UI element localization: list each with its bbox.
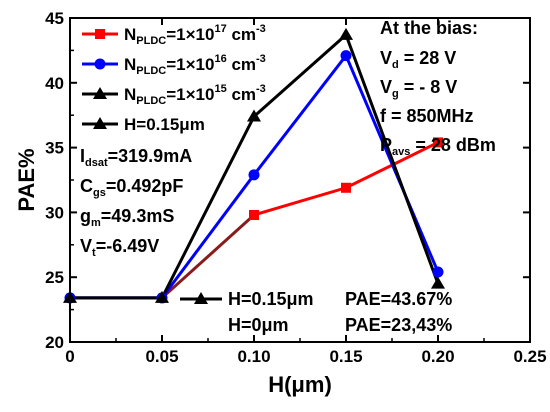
- x-tick-label: 0: [65, 347, 74, 366]
- bias-line: f = 850MHz: [380, 106, 474, 126]
- param-line: gm=49.3mS: [80, 206, 174, 229]
- series-1-point: [432, 266, 444, 278]
- bias-line: Pavs = 28 dBm: [380, 135, 496, 158]
- series-0-point: [249, 209, 259, 220]
- y-tick-label: 40: [45, 74, 64, 93]
- series-2-point: [247, 109, 261, 122]
- y-tick-label: 25: [45, 268, 64, 287]
- y-tick-label: 20: [45, 333, 64, 352]
- legend-label-2: NPLDC=1×1015 cm-3: [124, 83, 266, 107]
- y-tick-label: 45: [45, 9, 64, 28]
- series-0-point: [341, 182, 351, 193]
- series-line-2: [70, 32, 440, 300]
- param-line: Vt=-6.49V: [80, 236, 159, 259]
- x-axis-title: H(μm): [268, 372, 332, 397]
- bias-conditions: At the bias: Vd = 28 V Vg = - 8 V f = 850MH…: [380, 18, 496, 158]
- legend: NPLDC=1×1017 cm-3 NPLDC=1×1016 cm-3 NPLDC=…: [82, 23, 266, 134]
- bias-line: Vd = 28 V: [380, 48, 456, 71]
- legend-label-0: NPLDC=1×1017 cm-3: [124, 23, 266, 47]
- legend-marker-1: [94, 58, 106, 70]
- legend-label-1: NPLDC=1×1016 cm-3: [124, 53, 266, 77]
- x-tick-label: 0.25: [513, 347, 546, 366]
- series-0-point: [433, 137, 443, 148]
- series-1-point: [340, 50, 352, 62]
- y-tick-label: 35: [45, 139, 64, 158]
- x-tick-label: 0.05: [145, 347, 178, 366]
- annotation-h-label: H=0μm: [228, 315, 289, 335]
- plot-axes: [69, 17, 531, 343]
- annotation-pae-label: PAE=43.67%: [345, 289, 452, 309]
- bias-heading: At the bias:: [380, 18, 478, 38]
- x-tick-label: 0.20: [421, 347, 454, 366]
- red-series-lead-segment: [160, 213, 256, 300]
- device-parameters: Idsat=319.9mA Cgs=0.492pF gm=49.3mS Vt=-6.4…: [80, 146, 192, 259]
- legend-marker-0: [95, 29, 105, 39]
- series-2-point: [155, 290, 169, 303]
- series-2-point: [431, 276, 445, 289]
- series-markers: [63, 27, 445, 304]
- legend-marker-extra: [93, 117, 107, 129]
- y-tick-label: 30: [45, 203, 64, 222]
- x-tick-label: 0.10: [237, 347, 270, 366]
- bias-line: Vg = - 8 V: [380, 77, 457, 100]
- annotation-pae-label: PAE=23,43%: [345, 315, 452, 335]
- legend-marker-2: [93, 87, 107, 99]
- param-line: Cgs=0.492pF: [80, 176, 183, 199]
- x-tick-label: 0.15: [329, 347, 362, 366]
- x-tick-labels: 0 0.05 0.10 0.15 0.20 0.25: [65, 347, 546, 366]
- series-2-point: [63, 290, 77, 303]
- series-1-point: [248, 169, 260, 181]
- pae-annotations: H=0.15μm PAE=43.67% H=0μm PAE=23,43%: [180, 289, 452, 335]
- param-line: Idsat=319.9mA: [80, 146, 192, 169]
- y-tick-labels: 20 25 30 35 40 45: [45, 9, 64, 352]
- annotation-marker: [194, 292, 208, 304]
- annotation-h-label: H=0.15μm: [228, 289, 314, 309]
- series-lines: [70, 32, 440, 300]
- series-2-point: [339, 27, 353, 40]
- legend-label-extra: H=0.15μm: [124, 115, 205, 134]
- y-axis-title: PAE%: [14, 148, 39, 211]
